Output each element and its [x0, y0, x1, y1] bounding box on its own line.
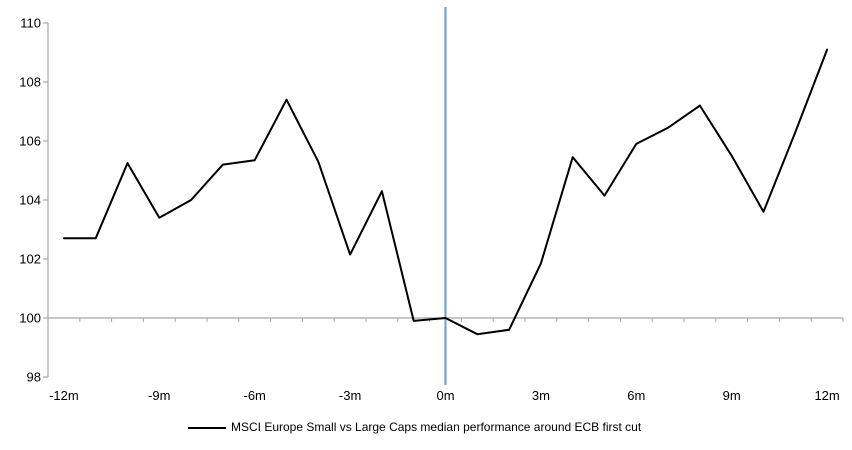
legend: MSCI Europe Small vs Large Caps median p… — [188, 420, 641, 435]
y-axis: 98 100 102 104 106 108 110 — [19, 16, 49, 385]
y-tick-label: 102 — [19, 252, 41, 267]
x-tick-label: 0m — [436, 388, 454, 403]
x-tick-label: 12m — [814, 388, 839, 403]
y-tick-label: 106 — [19, 134, 41, 149]
x-tick-label: -3m — [339, 388, 361, 403]
x-tick-label: 3m — [532, 388, 550, 403]
x-tick-label: -6m — [244, 388, 266, 403]
x-tick-label: -12m — [49, 388, 79, 403]
y-tick-label: 98 — [27, 370, 41, 385]
legend-line-icon — [188, 426, 226, 429]
x-tick-label: 6m — [627, 388, 645, 403]
series-line — [62, 48, 829, 336]
y-tick-label: 110 — [20, 16, 41, 31]
y-tick-label: 100 — [19, 311, 41, 326]
x-tick-label: -9m — [148, 388, 170, 403]
x-tick-label: 9m — [723, 388, 741, 403]
y-tick-label: 104 — [19, 193, 41, 208]
legend-label: MSCI Europe Small vs Large Caps median p… — [231, 420, 642, 434]
y-tick-label: 108 — [19, 75, 41, 90]
